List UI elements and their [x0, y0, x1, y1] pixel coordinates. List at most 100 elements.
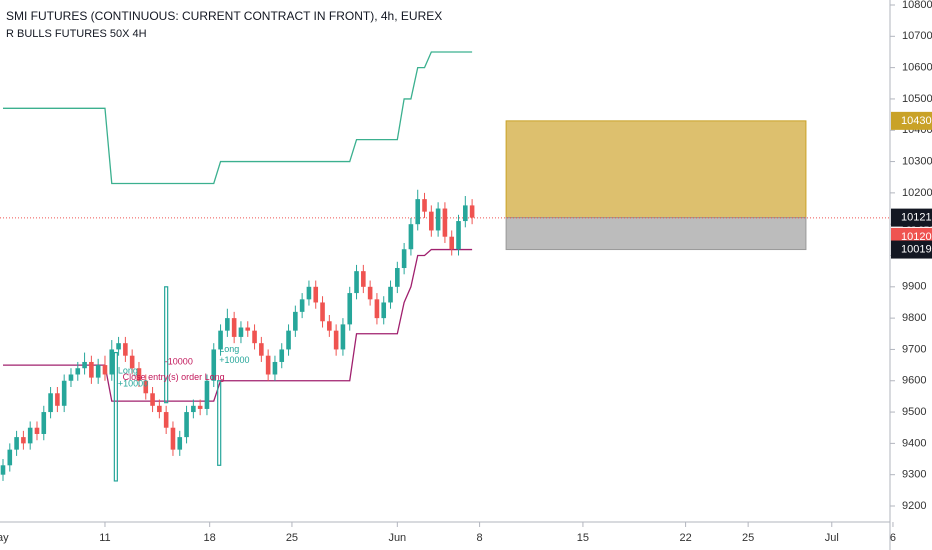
candle-body — [259, 343, 264, 356]
candle-body — [48, 393, 53, 413]
candle-body — [197, 405, 203, 409]
chart-subtitle: R BULLS FUTURES 50X 4H — [6, 28, 147, 40]
candle-body — [204, 380, 210, 409]
signal-bar — [113, 351, 118, 482]
candle-body — [163, 412, 169, 428]
candle-body — [293, 311, 298, 331]
y-tick-label: 9200 — [902, 500, 926, 512]
candle-body — [449, 236, 455, 250]
candle-body — [211, 349, 217, 381]
candle-body — [238, 327, 244, 337]
y-tick-label: 10700 — [902, 30, 932, 42]
stop-zone — [505, 217, 807, 251]
candle-body — [55, 393, 60, 406]
x-tick-label: 8 — [477, 532, 483, 544]
candle-body — [116, 343, 121, 350]
candle-body — [150, 393, 155, 406]
candle-body — [89, 361, 94, 378]
candle-body — [388, 286, 393, 303]
price-label: 10430 — [901, 115, 932, 127]
candle-body — [320, 302, 325, 322]
annotation: Long — [219, 344, 239, 354]
x-tick-label: 25 — [286, 532, 298, 544]
y-tick-label: 9900 — [902, 281, 926, 293]
candle-body — [401, 249, 407, 269]
band-line — [2, 248, 473, 402]
candle-body — [435, 208, 441, 231]
annotation: Long — [118, 366, 138, 376]
candle-body — [68, 374, 74, 381]
candle-body — [95, 365, 101, 378]
candle-body — [245, 327, 251, 331]
candle-body — [442, 208, 448, 237]
candle-body — [333, 330, 339, 350]
price-label: 10019 — [901, 243, 932, 255]
candle-body — [327, 321, 332, 331]
candle-body — [252, 330, 257, 344]
candle-body — [7, 449, 13, 466]
y-tick-label: 9300 — [902, 469, 926, 481]
candle-body — [218, 330, 223, 350]
y-tick-label: 10300 — [902, 155, 932, 167]
candle-body — [272, 361, 278, 375]
candle-body — [469, 205, 475, 218]
band-line — [2, 51, 473, 185]
candle-body — [21, 437, 26, 444]
price-label: 10120 — [901, 231, 932, 243]
price-label-bg — [891, 240, 932, 259]
candle-body — [143, 380, 149, 394]
annotation: Close entry(s) order Long — [123, 372, 225, 382]
candle-body — [347, 293, 353, 325]
x-tick-label: 15 — [577, 532, 589, 544]
y-tick-label: 10200 — [902, 187, 932, 199]
signal-bar — [164, 286, 169, 404]
y-tick-label: 10800 — [902, 0, 932, 11]
candle-body — [14, 437, 19, 450]
candle-body — [225, 318, 230, 331]
candle-body — [415, 199, 421, 225]
candle-body — [34, 427, 40, 434]
candle-body — [429, 211, 434, 231]
candle-body — [422, 199, 427, 212]
annotation: -10000 — [165, 356, 193, 366]
candle-body — [0, 465, 6, 475]
candle-body — [408, 224, 414, 250]
candle-body — [82, 361, 87, 369]
candle-body — [109, 349, 115, 375]
x-tick-label: 18 — [204, 532, 216, 544]
y-tick-label: 10500 — [902, 93, 932, 105]
candle-body — [340, 324, 346, 350]
candle-body — [286, 330, 291, 350]
candle-body — [231, 318, 237, 337]
y-tick-label: 9400 — [902, 437, 926, 449]
y-tick-label: 10600 — [902, 62, 932, 74]
price-label-bg — [891, 111, 932, 130]
price-label: 10121 — [901, 212, 932, 224]
candle-body — [41, 412, 47, 434]
candle-body — [157, 405, 162, 413]
x-tick-label: May — [0, 532, 9, 544]
price-label-bg — [891, 208, 932, 227]
candle-body — [313, 286, 319, 303]
x-tick-label: 11 — [99, 532, 110, 544]
candle-body — [463, 205, 468, 222]
candle-body — [299, 299, 305, 312]
candle-body — [367, 286, 373, 300]
y-tick-label: 9700 — [902, 343, 926, 355]
target-zone — [505, 120, 807, 219]
candle-body — [191, 405, 196, 413]
candle-body — [75, 368, 81, 375]
candle-body — [361, 271, 366, 287]
x-tick-label: Jun — [388, 532, 406, 544]
candle-body — [123, 343, 128, 356]
chart-title: SMI FUTURES (CONTINUOUS: CURRENT CONTRAC… — [6, 9, 442, 23]
candle-body — [136, 368, 142, 381]
annotation: +10000 — [118, 378, 148, 388]
x-tick-label: 25 — [742, 532, 754, 544]
candle-body — [395, 268, 400, 287]
signal-bar — [217, 380, 222, 466]
x-tick-label: 6 — [890, 532, 896, 544]
